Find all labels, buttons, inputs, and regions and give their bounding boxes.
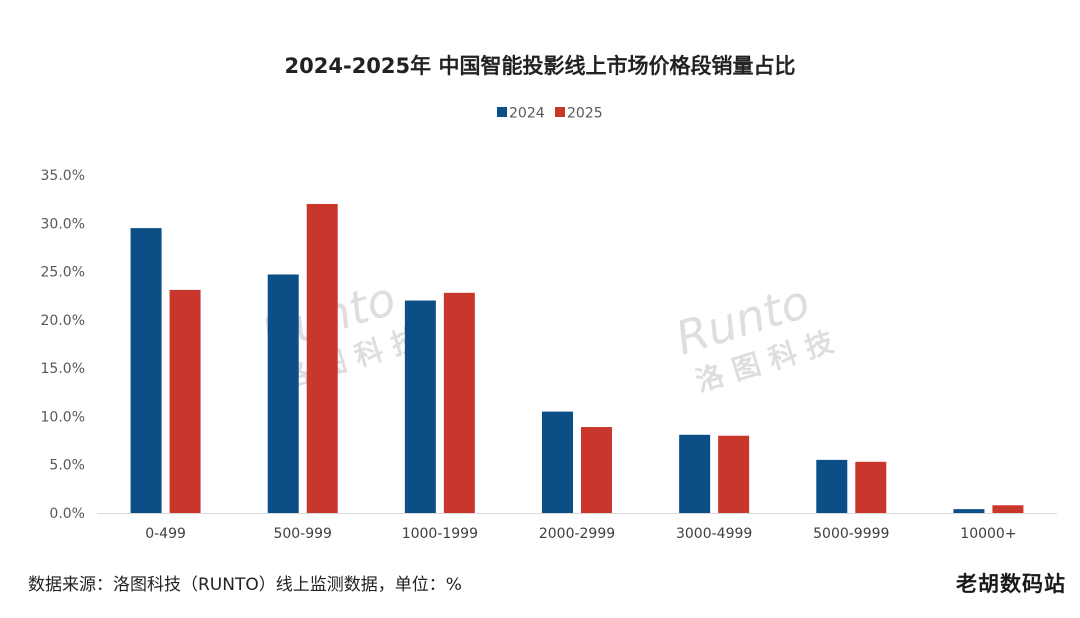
- bar-2025-5000-9999: [855, 461, 887, 513]
- bar-2024-10000+: [953, 509, 985, 513]
- y-tick-label: 20.0%: [41, 313, 85, 329]
- y-tick-label: 35.0%: [41, 168, 85, 184]
- y-tick-label: 25.0%: [41, 265, 85, 281]
- bar-2025-3000-4999: [718, 435, 750, 513]
- bar-chart: Runto洛图科技Runto洛图科技 2024 2025 35.0% 30.0% 25…: [41, 106, 1057, 542]
- legend: 2024 2025: [497, 106, 603, 122]
- x-tick-label: 5000-9999: [813, 526, 889, 542]
- y-tick-label: 10.0%: [41, 409, 85, 425]
- legend-swatch-2024: [497, 107, 507, 117]
- x-tick-label: 10000+: [960, 526, 1016, 542]
- bar-2024-3000-4999: [679, 434, 711, 513]
- x-tick-label: 0-499: [145, 526, 186, 542]
- x-tick-label: 1000-1999: [402, 526, 478, 542]
- y-tick-label: 30.0%: [41, 216, 85, 232]
- y-tick-label: 15.0%: [41, 361, 85, 377]
- legend-swatch-2025: [555, 107, 565, 117]
- bar-2025-500-999: [306, 203, 338, 513]
- bar-2024-2000-2999: [542, 411, 573, 513]
- source-note: 数据来源：洛图科技（RUNTO）线上监测数据，单位：%: [28, 575, 462, 595]
- bar-2024-0-499: [130, 228, 162, 513]
- bar-2024-1000-1999: [404, 300, 436, 513]
- y-axis: 35.0% 30.0% 25.0% 20.0% 15.0% 10.0% 5.0% 0.0%: [41, 168, 85, 522]
- legend-label-2025: 2025: [567, 106, 603, 122]
- x-tick-label: 500-999: [273, 526, 332, 542]
- x-tick-label: 2000-2999: [539, 526, 615, 542]
- bar-2024-5000-9999: [816, 459, 848, 513]
- bar-2025-2000-2999: [581, 427, 612, 513]
- bar-group: [130, 203, 1024, 513]
- chart-title: 2024-2025年 中国智能投影线上市场价格段销量占比: [284, 54, 796, 78]
- bar-2025-10000+: [992, 505, 1024, 513]
- corner-mark: 老胡数码站: [956, 572, 1066, 596]
- bar-2025-1000-1999: [443, 292, 475, 513]
- y-tick-label: 0.0%: [49, 506, 85, 522]
- x-tick-label: 3000-4999: [676, 526, 752, 542]
- watermark-group: Runto洛图科技Runto洛图科技: [255, 271, 846, 398]
- x-axis: 0-499 500-999 1000-1999 2000-2999 3000-4999 5…: [145, 526, 1016, 542]
- bar-2025-0-499: [169, 289, 201, 513]
- y-tick-label: 5.0%: [49, 458, 85, 474]
- legend-label-2024: 2024: [509, 106, 545, 122]
- bar-2024-500-999: [267, 274, 299, 513]
